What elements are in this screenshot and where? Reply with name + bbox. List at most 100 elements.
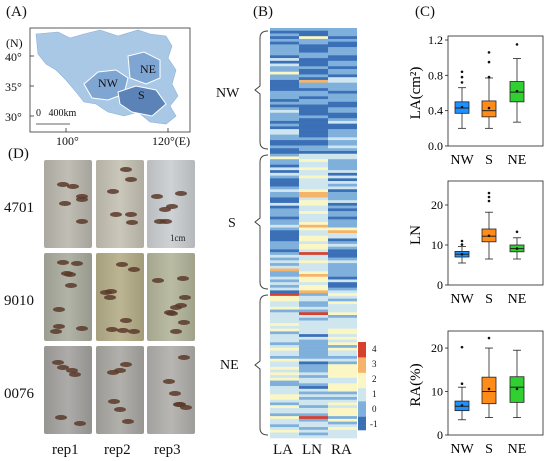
heatmap-cell xyxy=(299,164,328,168)
heatmap-cell xyxy=(299,301,328,305)
heatmap-cell xyxy=(328,290,357,294)
heatmap-cell xyxy=(328,63,357,67)
heatmap-cell xyxy=(328,402,357,406)
heatmap-cell xyxy=(270,287,299,291)
boxplot-frame xyxy=(447,35,544,147)
boxplot-outlier xyxy=(460,345,464,349)
heatmap-cell xyxy=(270,230,299,234)
colorbar-segment xyxy=(358,403,366,407)
heatmap-cell xyxy=(299,427,328,431)
heatmap-cell xyxy=(299,304,328,308)
heatmap-cell xyxy=(328,55,357,59)
heatmap-cell xyxy=(299,377,328,381)
boxplot-outlier xyxy=(460,81,464,84)
heatmap-cell xyxy=(299,120,328,124)
colorbar-segment xyxy=(358,416,366,420)
heatmap-cell xyxy=(270,52,299,56)
heatmap-cell xyxy=(299,96,328,100)
heatmap-cell xyxy=(299,353,328,357)
boxplot-outlier xyxy=(487,191,491,195)
bark-lenticel xyxy=(53,324,65,329)
heatmap-cell xyxy=(328,298,357,302)
heatmap-cell xyxy=(299,235,328,239)
heatmap-cell xyxy=(328,246,357,250)
map-lat-tick-3: 30° xyxy=(5,110,22,124)
heatmap-cell xyxy=(299,213,328,217)
heatmap-cell xyxy=(270,243,299,247)
heatmap-cell xyxy=(270,156,299,160)
heatmap-cell xyxy=(328,254,357,258)
heatmap-cell xyxy=(299,320,328,324)
heatmap-cell xyxy=(270,33,299,37)
heatmap-cell xyxy=(328,170,357,174)
heatmap-cell xyxy=(270,366,299,370)
heatmap-cell xyxy=(328,230,357,234)
map-lat-tick-1: 40° xyxy=(5,50,22,64)
boxplot-outlier xyxy=(487,75,491,79)
heatmap-cell xyxy=(270,290,299,294)
heatmap-cell xyxy=(328,134,357,138)
heatmap-cell xyxy=(299,153,328,157)
heatmap-cell xyxy=(270,112,299,116)
heatmap-cell xyxy=(299,432,328,436)
heatmap-cell xyxy=(328,284,357,288)
heatmap-cell xyxy=(299,123,328,127)
heatmap-cell xyxy=(270,71,299,75)
heatmap-cell xyxy=(328,175,357,179)
panel-label-c: (C) xyxy=(415,4,435,20)
bark-lenticel xyxy=(179,295,191,300)
bark-lenticel xyxy=(169,391,181,396)
heatmap-cell xyxy=(270,356,299,360)
colorbar-segment xyxy=(358,359,366,363)
bark-lenticel xyxy=(71,261,83,266)
heatmap-cell xyxy=(328,211,357,215)
heatmap-cell xyxy=(270,167,299,171)
heatmap-cell xyxy=(328,418,357,422)
bark-photo xyxy=(44,346,92,434)
boxplot-y-axis-label: LN xyxy=(408,225,424,245)
heatmap-cell xyxy=(299,238,328,242)
colorbar-segment xyxy=(358,375,366,378)
heatmap-cell xyxy=(328,93,357,97)
heatmap-cell xyxy=(299,66,328,70)
heatmap-cell xyxy=(270,101,299,105)
heatmap-cell xyxy=(270,140,299,144)
bark-lenticel xyxy=(67,184,79,189)
map-lat-unit: (N) xyxy=(6,36,23,50)
heatmap-col-label-la: LA xyxy=(273,442,293,458)
heatmap-cell xyxy=(270,328,299,332)
heatmap-group-bracket xyxy=(254,30,269,150)
heatmap-cell xyxy=(328,88,357,92)
heatmap-cell xyxy=(328,82,357,86)
heatmap-cell xyxy=(270,148,299,152)
heatmap-cell xyxy=(328,317,357,321)
heatmap-cell xyxy=(328,227,357,231)
heatmap-cell xyxy=(328,347,357,351)
bark-lenticel xyxy=(59,201,71,206)
map-region-label-ne: NE xyxy=(140,62,156,76)
heatmap-cell xyxy=(270,164,299,168)
heatmap-cell xyxy=(270,282,299,286)
heatmap-cell xyxy=(328,249,357,253)
bark-lenticel xyxy=(114,407,126,412)
bark-lenticel xyxy=(180,405,192,410)
heatmap-cell xyxy=(270,66,299,70)
colorbar-segment xyxy=(358,377,366,380)
boxplot-y-tick-label: 0.0 xyxy=(428,139,443,153)
heatmap-cell xyxy=(299,71,328,75)
bark-lenticel xyxy=(126,220,138,225)
bark-lenticel xyxy=(64,272,76,277)
boxplot-mean xyxy=(487,387,491,391)
heatmap-cell xyxy=(328,377,357,381)
heatmap-cell xyxy=(328,137,357,141)
heatmap-cell xyxy=(270,58,299,62)
heatmap-cell xyxy=(270,407,299,411)
boxplot-outlier xyxy=(487,51,491,54)
bark-photo xyxy=(44,160,92,248)
heatmap-figure xyxy=(254,28,366,439)
bark-photo xyxy=(96,160,144,248)
heatmap-cell xyxy=(270,129,299,133)
boxplot-mean xyxy=(487,234,491,238)
bark-lenticel xyxy=(174,402,186,407)
heatmap-cell xyxy=(270,211,299,215)
